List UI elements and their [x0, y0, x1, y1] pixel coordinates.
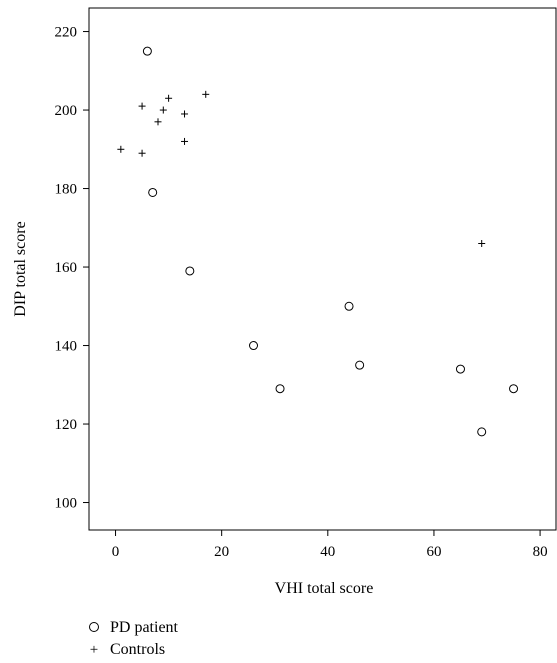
y-axis-title: DIP total score: [12, 221, 29, 316]
y-tick-label: 100: [55, 496, 78, 512]
legend-label: Controls: [110, 639, 165, 661]
y-axis: 100 120 140 160 180 200 220: [55, 25, 90, 512]
pd-patient-point: [186, 267, 194, 275]
pd-patient-point: [345, 302, 353, 310]
legend-item-controls: + Controls: [86, 639, 178, 661]
plus-marker-icon: +: [86, 639, 102, 661]
y-tick-label: 160: [55, 260, 78, 276]
y-tick-label: 180: [55, 182, 78, 198]
pd-patient-point: [250, 342, 258, 350]
x-tick-label: 40: [320, 544, 335, 560]
control-point: [117, 146, 124, 153]
control-point: [181, 110, 188, 117]
x-tick-label: 80: [533, 544, 548, 560]
plot-frame: [89, 8, 556, 530]
pd-patient-point: [478, 428, 486, 436]
pd-patient-point: [143, 47, 151, 55]
control-point: [139, 150, 146, 157]
pd-patient-point: [356, 361, 364, 369]
y-tick-label: 200: [55, 103, 78, 119]
x-tick-label: 60: [426, 544, 441, 560]
control-point: [160, 107, 167, 114]
control-point: [181, 138, 188, 145]
y-tick-label: 120: [55, 417, 78, 433]
x-tick-label: 20: [214, 544, 229, 560]
x-axis: 0 20 40 60 80: [112, 530, 548, 560]
circle-marker-icon: [86, 617, 102, 639]
legend-item-pd-patient: PD patient: [86, 617, 178, 639]
y-tick-label: 140: [55, 339, 78, 355]
data-points: [117, 47, 517, 436]
control-point: [154, 118, 161, 125]
pd-patient-point: [276, 385, 284, 393]
legend-label: PD patient: [110, 617, 178, 639]
control-point: [202, 91, 209, 98]
control-point: [165, 95, 172, 102]
y-tick-label: 220: [55, 25, 78, 41]
pd-patient-point: [149, 188, 157, 196]
x-tick-label: 0: [112, 544, 120, 560]
legend: PD patient + Controls: [86, 617, 178, 661]
control-point: [478, 240, 485, 247]
control-point: [139, 103, 146, 110]
pd-patient-point: [510, 385, 518, 393]
x-axis-title: VHI total score: [275, 580, 374, 597]
pd-patient-point: [456, 365, 464, 373]
